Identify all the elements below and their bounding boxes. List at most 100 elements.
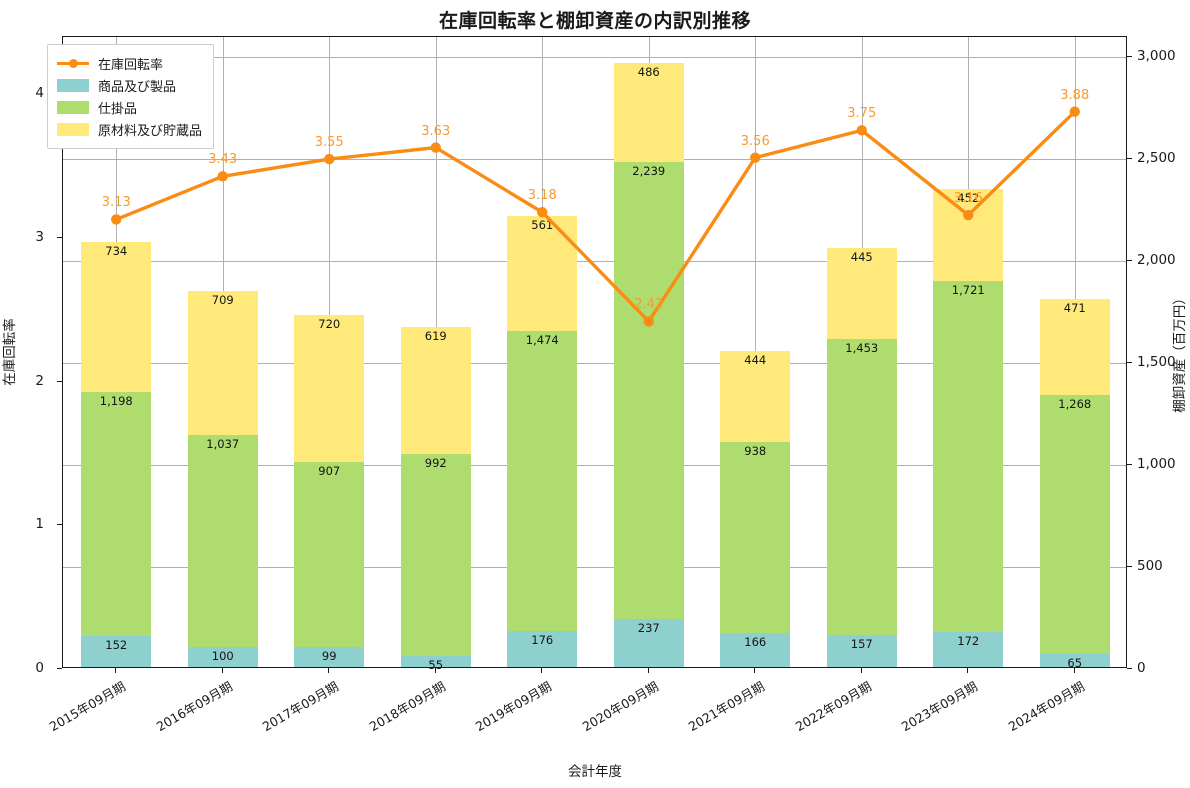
bar-segment[interactable]: 619	[400, 327, 471, 454]
bar-segment[interactable]: 176	[507, 631, 578, 667]
line-data-point[interactable]	[963, 209, 974, 221]
legend-item-label: 仕掛品	[98, 101, 138, 117]
x-axis-tick-mark	[541, 668, 543, 673]
bar-segment[interactable]: 172	[933, 631, 1004, 667]
y-axis-right-tick-label: 500	[1137, 558, 1163, 575]
legend-color-swatch-icon	[57, 122, 89, 136]
chart-title: 在庫回転率と棚卸資産の内訳別推移	[438, 10, 751, 32]
gridline-horizontal	[63, 159, 1126, 161]
x-axis-tick-mark	[967, 668, 969, 673]
line-data-point[interactable]	[537, 207, 548, 218]
bar-segment-value-label: 471	[1063, 301, 1086, 316]
bar-segment[interactable]: 907	[294, 461, 365, 647]
line-data-point[interactable]	[430, 142, 441, 153]
gridline-horizontal	[63, 261, 1126, 263]
line-data-point[interactable]	[750, 152, 761, 163]
bar-segment[interactable]: 444	[720, 351, 791, 442]
y-axis-right-tick-mark	[1127, 566, 1132, 568]
bar-segment[interactable]: 1,037	[187, 435, 258, 647]
bar-segment[interactable]: 1,198	[81, 391, 152, 637]
bar-segment-value-label: 452	[957, 190, 980, 205]
line-data-point[interactable]	[324, 153, 335, 165]
bar-segment[interactable]: 938	[720, 441, 791, 634]
bar-segment[interactable]: 720	[294, 315, 365, 462]
line-data-point[interactable]	[643, 316, 654, 327]
bar-segment[interactable]: 734	[81, 242, 152, 392]
bar-segment[interactable]: 452	[933, 188, 1004, 282]
y-axis-left-tick-mark	[57, 237, 62, 239]
bar-segment-value-label: 938	[744, 443, 767, 458]
bar-segment[interactable]: 65	[1039, 653, 1110, 670]
legend-item-label: 商品及び製品	[98, 79, 177, 95]
bar-segment-value-label: 152	[105, 638, 128, 653]
bar-segment[interactable]: 1,721	[933, 281, 1004, 632]
bar-segment[interactable]: 486	[613, 63, 684, 163]
legend-color-swatch-icon	[57, 78, 89, 92]
bar-segment[interactable]: 992	[400, 453, 471, 656]
bar-segment-value-label: 1,453	[845, 340, 879, 355]
bar-segment[interactable]: 1,268	[1039, 395, 1110, 654]
bar-segment[interactable]: 100	[187, 646, 258, 667]
line-point-value-label: 3.43	[208, 152, 238, 168]
line-data-point[interactable]	[111, 214, 122, 225]
y-axis-right-tick-label: 3,000	[1137, 48, 1176, 65]
bar-segment[interactable]: 152	[81, 636, 152, 667]
bar-segment[interactable]: 445	[826, 248, 897, 339]
x-axis-tick-label: 2021年09月期	[685, 678, 768, 735]
y-axis-left-tick-mark	[57, 380, 62, 382]
legend-item[interactable]: 原材料及び貯蔵品	[57, 118, 202, 140]
bar-segment-value-label: 176	[531, 633, 554, 648]
y-axis-right-tick-mark	[1127, 362, 1132, 364]
x-axis-tick-mark	[754, 668, 756, 673]
bar-segment[interactable]: 99	[294, 646, 365, 667]
x-axis-tick-label: 2019年09月期	[472, 678, 555, 735]
x-axis-tick-mark	[221, 668, 223, 673]
y-axis-right-tick-mark	[1127, 260, 1132, 262]
legend-item[interactable]: 仕掛品	[57, 96, 202, 118]
plot-area: 152 1,198 734 100 1,037 709 99 907 720 55 992 619 17…	[62, 36, 1127, 672]
x-axis-tick-label: 2020年09月期	[579, 678, 661, 735]
legend-color-swatch-icon	[57, 100, 89, 114]
bar-segment[interactable]: 166	[720, 633, 791, 667]
bar-segment-value-label: 907	[318, 463, 341, 478]
bar-segment-value-label: 1,198	[99, 393, 133, 408]
y-axis-left-tick-mark	[57, 668, 62, 669]
bar-segment[interactable]: 55	[400, 655, 471, 672]
legend-item[interactable]: 商品及び製品	[57, 74, 202, 96]
x-axis-tick-mark	[647, 668, 649, 673]
bar-segment-value-label: 100	[211, 648, 234, 663]
line-data-point[interactable]	[217, 171, 228, 182]
bar-segment-value-label: 619	[424, 329, 447, 344]
bar-segment[interactable]: 157	[826, 635, 897, 667]
gridline-horizontal	[63, 567, 1126, 569]
x-axis-tick-label: 2017年09月期	[259, 678, 342, 735]
x-axis-tick-label: 2016年09月期	[153, 678, 235, 735]
line-data-point[interactable]	[1069, 106, 1080, 117]
line-point-value-label: 3.18	[527, 188, 557, 204]
y-axis-right-tick-label: 0	[1137, 660, 1146, 676]
bar-segment[interactable]: 237	[613, 618, 684, 667]
legend-line-marker-icon	[57, 57, 89, 70]
x-axis-tick-label: 2018年09月期	[366, 678, 448, 735]
bar-segment[interactable]: 709	[187, 290, 258, 436]
bar-segment[interactable]: 1,453	[826, 338, 897, 635]
bar-segment-value-label: 992	[424, 455, 447, 470]
bar-segment-value-label: 1,474	[525, 332, 559, 347]
y-axis-right-tick-label: 2,500	[1137, 150, 1176, 167]
chart-legend[interactable]: 在庫回転率商品及び製品 仕掛品 原材料及び貯蔵品	[47, 44, 215, 149]
y-axis-right-tick-mark	[1127, 464, 1132, 466]
y-axis-right-tick-mark	[1127, 158, 1132, 160]
bar-segment[interactable]: 471	[1039, 299, 1110, 396]
bar-segment-value-label: 561	[531, 218, 554, 233]
bar-segment-value-label: 734	[105, 244, 128, 259]
line-data-point[interactable]	[856, 125, 867, 136]
x-axis-tick-mark	[434, 668, 436, 673]
x-axis-tick-mark	[115, 668, 117, 673]
bar-segment-value-label: 65	[1067, 655, 1083, 670]
bar-segment[interactable]: 1,474	[507, 330, 578, 632]
bar-segment-value-label: 1,268	[1058, 397, 1092, 412]
legend-item[interactable]: 在庫回転率	[57, 52, 202, 74]
y-axis-right-tick-label: 1,500	[1137, 354, 1176, 371]
bar-segment[interactable]: 2,239	[613, 162, 684, 619]
y-axis-left-tick-label: 3	[35, 229, 44, 246]
